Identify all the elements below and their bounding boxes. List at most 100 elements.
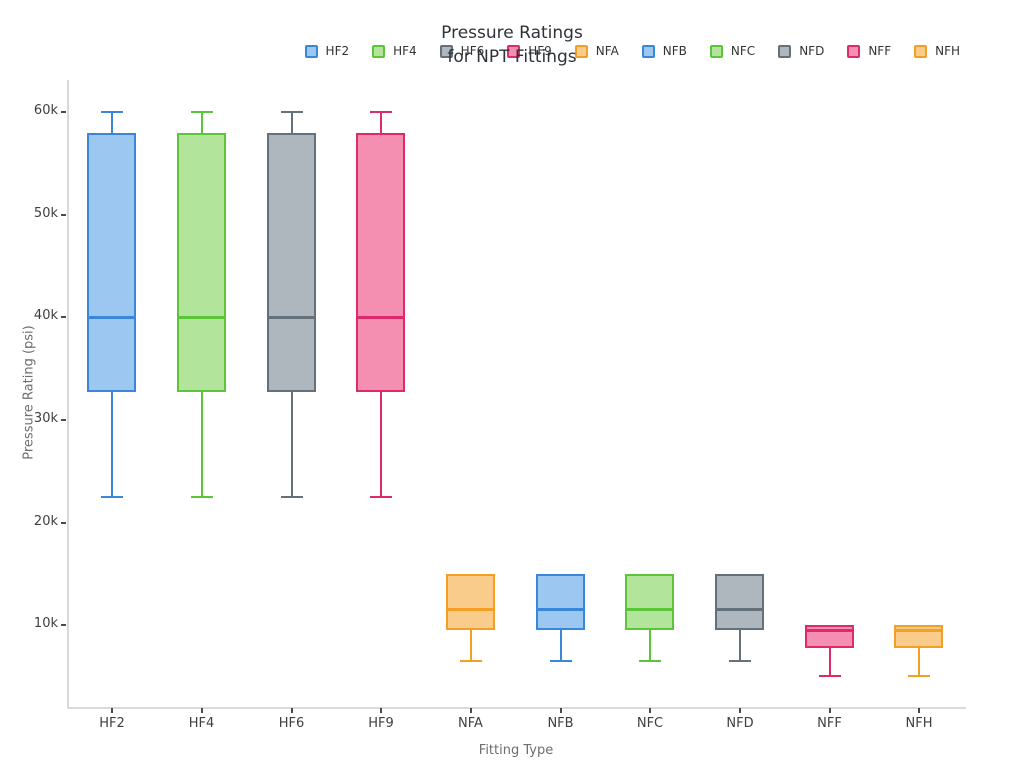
legend-label-HF2: HF2 xyxy=(325,44,350,58)
box-HF9-min-cap xyxy=(370,495,392,498)
x-tick-label-HF9: HF9 xyxy=(368,716,394,731)
y-tick-label-20k: 20k xyxy=(33,513,58,529)
box-HF6-lower-whisker xyxy=(290,391,293,497)
legend-swatch-NFD xyxy=(778,44,792,58)
x-tick-mark-HF2 xyxy=(111,708,113,713)
box-HF6-median xyxy=(266,315,316,319)
legend-swatch-NFC xyxy=(709,44,723,58)
box-HF2-lower-whisker xyxy=(111,391,113,497)
x-tick-mark-HF6 xyxy=(290,708,293,713)
x-axis-title: Fitting Type xyxy=(478,743,554,758)
chart-title-line1: Pressure Ratings xyxy=(441,23,583,43)
box-HF2-median xyxy=(87,315,136,319)
box-NFB-min-cap xyxy=(549,660,572,662)
box-HF4-median xyxy=(176,315,226,319)
box-NFD[interactable] xyxy=(715,573,764,630)
box-NFH-median xyxy=(894,628,943,632)
legend-label-NFD: NFD xyxy=(799,44,825,58)
x-tick-label-NFC: NFC xyxy=(636,716,664,731)
box-HF6-min-cap xyxy=(280,495,303,498)
box-NFA[interactable] xyxy=(445,573,495,630)
legend-swatch-HF9 xyxy=(507,44,521,58)
x-tick-label-NFD: NFD xyxy=(726,716,754,731)
x-tick-label-HF4: HF4 xyxy=(188,716,215,731)
y-tick-label-30k: 30k xyxy=(33,410,58,426)
box-HF4-min-cap xyxy=(190,495,213,498)
box-NFA-min-cap xyxy=(459,660,482,662)
legend-label-NFH: NFH xyxy=(935,44,960,58)
y-tick-mark-40k xyxy=(61,316,66,318)
box-HF2-max-cap xyxy=(101,111,123,113)
legend-item-NFC[interactable]: NFC xyxy=(709,44,756,58)
box-HF9-lower-whisker xyxy=(380,391,382,497)
legend: HF2 HF4 HF6 HF9 NFA NFB NFC NFD NFF NFH xyxy=(304,44,960,58)
y-axis-title: Pressure Rating (psi) xyxy=(21,325,37,460)
legend-item-NFH[interactable]: NFH xyxy=(914,44,960,58)
box-NFA-lower-whisker xyxy=(469,630,472,661)
x-tick-label-HF2: HF2 xyxy=(99,716,125,731)
x-tick-mark-NFB xyxy=(559,708,562,713)
box-HF4-lower-whisker xyxy=(200,391,203,497)
x-tick-label-NFB: NFB xyxy=(547,716,574,731)
x-tick-label-NFA: NFA xyxy=(458,716,483,731)
x-tick-label-NFF: NFF xyxy=(817,716,842,731)
box-HF4-max-cap xyxy=(190,111,213,113)
legend-item-NFF[interactable]: NFF xyxy=(847,44,891,58)
box-NFD-median xyxy=(715,608,764,611)
y-tick-mark-30k xyxy=(61,418,66,421)
box-HF9-max-cap xyxy=(370,111,392,113)
y-tick-mark-50k xyxy=(61,213,66,216)
legend-item-NFA[interactable]: NFA xyxy=(574,44,619,58)
legend-label-NFB: NFB xyxy=(662,44,687,58)
x-tick-label-HF6: HF6 xyxy=(278,716,305,731)
box-HF6[interactable] xyxy=(266,132,316,392)
x-tick-mark-NFD xyxy=(739,708,741,713)
box-HF2[interactable] xyxy=(87,132,136,392)
y-tick-label-60k: 60k xyxy=(33,103,58,118)
x-tick-mark-HF4 xyxy=(200,708,203,713)
legend-item-HF4[interactable]: HF4 xyxy=(372,44,417,58)
legend-label-NFA: NFA xyxy=(595,44,619,58)
y-tick-mark-20k xyxy=(61,521,66,524)
box-HF2-min-cap xyxy=(101,495,123,498)
legend-label-HF9: HF9 xyxy=(528,44,552,58)
box-HF6-upper-whisker xyxy=(290,112,293,133)
box-NFC[interactable] xyxy=(625,573,674,630)
legend-item-NFD[interactable]: NFD xyxy=(778,44,824,58)
legend-label-NFC: NFC xyxy=(730,44,756,58)
box-NFH-min-cap xyxy=(908,675,930,677)
box-NFB-lower-whisker xyxy=(559,630,562,661)
box-HF2-upper-whisker xyxy=(111,112,113,133)
box-NFF-lower-whisker xyxy=(828,648,831,676)
box-NFD-lower-whisker xyxy=(739,630,741,661)
legend-item-HF6[interactable]: HF6 xyxy=(439,44,485,58)
box-HF9[interactable] xyxy=(356,132,405,392)
y-tick-label-10k: 10k xyxy=(33,616,58,631)
box-NFB-median xyxy=(535,608,585,611)
legend-swatch-HF4 xyxy=(372,44,386,58)
legend-swatch-NFH xyxy=(914,44,928,58)
legend-label-NFF: NFF xyxy=(868,44,892,58)
legend-item-HF9[interactable]: HF9 xyxy=(507,44,552,58)
box-NFC-lower-whisker xyxy=(649,630,651,661)
legend-swatch-NFF xyxy=(847,44,861,58)
plot-area xyxy=(67,80,966,709)
box-HF4[interactable] xyxy=(176,132,226,392)
legend-label-HF6: HF6 xyxy=(460,44,485,58)
x-tick-mark-NFA xyxy=(469,708,472,713)
box-NFB[interactable] xyxy=(535,573,585,630)
box-HF4-upper-whisker xyxy=(200,112,203,133)
y-tick-label-50k: 50k xyxy=(33,205,58,221)
legend-item-NFB[interactable]: NFB xyxy=(641,44,687,58)
legend-item-HF2[interactable]: HF2 xyxy=(304,44,350,58)
legend-swatch-HF2 xyxy=(304,44,318,58)
box-NFC-min-cap xyxy=(639,660,661,662)
box-NFA-median xyxy=(445,608,495,611)
box-HF9-upper-whisker xyxy=(380,112,382,133)
box-HF6-max-cap xyxy=(280,111,303,113)
legend-swatch-NFB xyxy=(641,44,655,58)
x-tick-mark-NFC xyxy=(649,708,651,713)
x-tick-mark-HF9 xyxy=(380,708,382,713)
y-tick-mark-10k xyxy=(61,624,66,626)
